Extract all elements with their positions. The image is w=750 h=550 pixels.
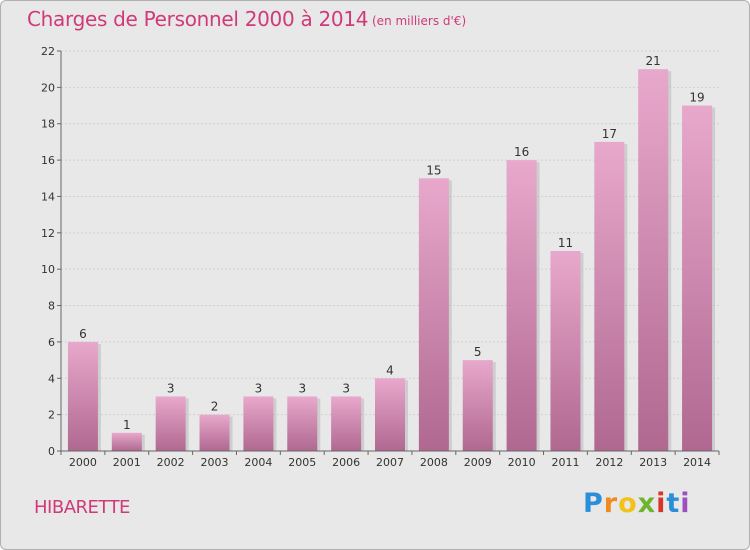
chart-subtitle: (en milliers d'€) (372, 14, 467, 28)
x-tick-label: 2010 (508, 456, 536, 469)
y-tick-label: 16 (41, 154, 55, 167)
bar (243, 396, 274, 451)
y-tick-label: 6 (48, 336, 55, 349)
data-label: 16 (514, 145, 529, 159)
y-tick-label: 0 (48, 445, 55, 458)
x-tick-label: 2012 (595, 456, 623, 469)
y-tick-label: 4 (48, 372, 55, 385)
y-tick-label: 10 (41, 263, 55, 276)
y-tick-label: 2 (48, 409, 55, 422)
data-label: 4 (386, 363, 394, 377)
bar (287, 396, 318, 451)
x-tick-label: 2014 (683, 456, 711, 469)
bar (594, 141, 625, 451)
data-label: 21 (646, 54, 661, 68)
data-label: 3 (342, 381, 350, 395)
bar (331, 396, 362, 451)
logo-letter: i (680, 488, 691, 519)
bar (199, 414, 230, 451)
data-label: 15 (426, 163, 441, 177)
proxiti-logo: Proxiti (583, 488, 691, 519)
y-tick-label: 18 (41, 118, 55, 131)
y-tick-label: 20 (41, 81, 55, 94)
logo-letter: r (603, 488, 619, 519)
x-tick-label: 2005 (288, 456, 316, 469)
data-label: 11 (558, 236, 573, 250)
y-tick-label: 14 (41, 190, 55, 203)
data-label: 2 (211, 400, 219, 414)
data-label: 19 (689, 91, 704, 105)
y-tick-label: 12 (41, 227, 55, 240)
bar (67, 341, 98, 451)
data-label: 3 (167, 381, 175, 395)
data-label: 5 (474, 345, 482, 359)
data-label: 1 (123, 418, 131, 432)
y-tick-label: 22 (41, 45, 55, 58)
x-tick-label: 2003 (201, 456, 229, 469)
x-tick-label: 2013 (639, 456, 667, 469)
bar (375, 378, 405, 451)
x-tick-label: 2006 (332, 456, 360, 469)
y-tick-label: 8 (48, 300, 55, 313)
x-tick-label: 2008 (420, 456, 448, 469)
logo-letter: P (583, 488, 604, 519)
bar (155, 396, 186, 451)
logo-letter: t (666, 488, 681, 519)
x-tick-label: 2004 (244, 456, 272, 469)
x-tick-label: 2007 (376, 456, 404, 469)
bar (550, 251, 581, 451)
logo-letter: o (618, 488, 638, 519)
bar (506, 160, 537, 451)
commune-name: HIBARETTE (34, 497, 130, 518)
bar (638, 69, 669, 451)
data-label: 3 (298, 381, 306, 395)
x-tick-label: 2001 (113, 456, 141, 469)
data-label: 6 (79, 327, 87, 341)
bar (462, 360, 493, 451)
bar (682, 105, 713, 451)
x-tick-label: 2009 (464, 456, 492, 469)
data-label: 3 (255, 381, 263, 395)
x-tick-label: 2002 (157, 456, 185, 469)
bars: 6 1 3 2 3 3 3 4 15 5 16 11 17 21 19 (67, 54, 716, 452)
x-tick-label: 2000 (69, 456, 97, 469)
bar (418, 178, 449, 452)
data-label: 17 (602, 127, 617, 141)
bar (111, 432, 142, 451)
logo-letter: x (637, 488, 657, 519)
chart-title: Charges de Personnel 2000 à 2014 (27, 7, 369, 31)
x-tick-label: 2011 (551, 456, 579, 469)
logo-letter: i (656, 488, 667, 519)
